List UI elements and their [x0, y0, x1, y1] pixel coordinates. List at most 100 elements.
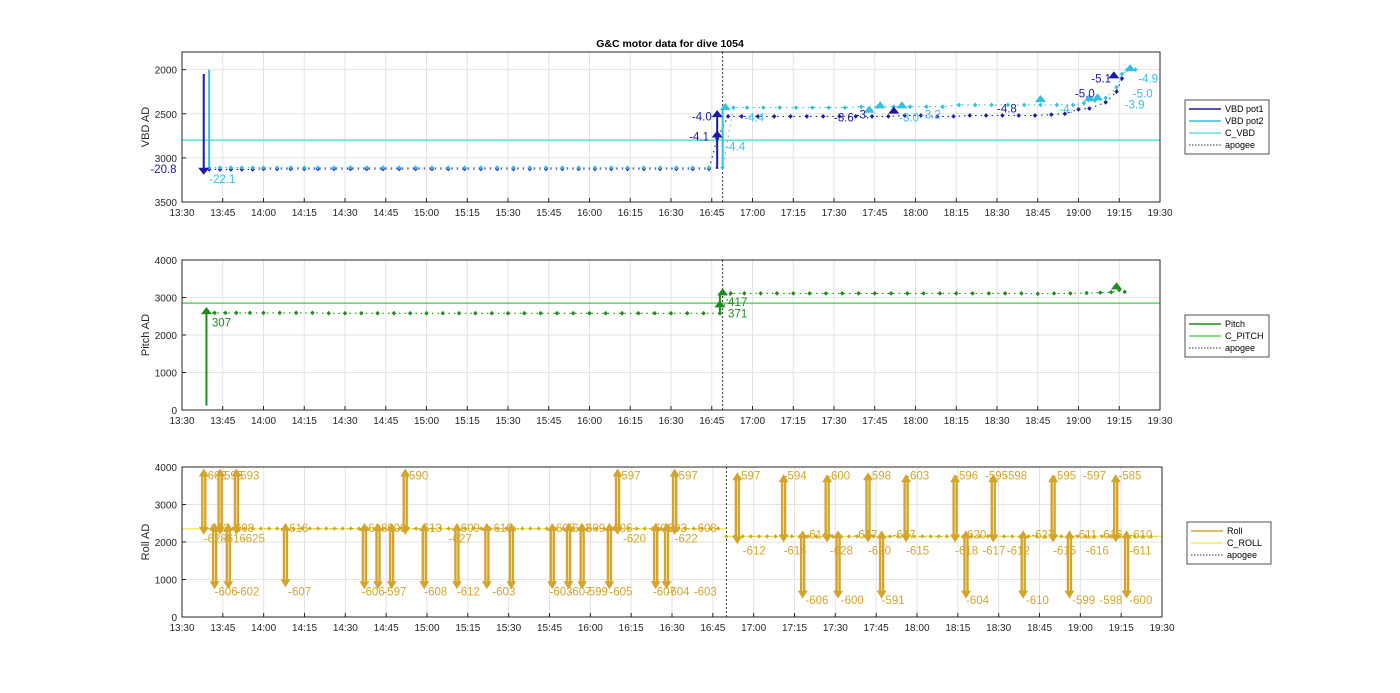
- data-point: [642, 526, 647, 531]
- x-tick-label: 16:45: [699, 208, 724, 219]
- data-point: [887, 534, 892, 539]
- data-marker: [451, 581, 462, 590]
- data-point: [603, 310, 608, 316]
- data-point: [277, 310, 282, 316]
- data-marker: [419, 522, 430, 531]
- data-label: -3.2: [921, 110, 941, 122]
- data-label: -597: [383, 587, 406, 599]
- data-point: [905, 290, 910, 296]
- data-label: -5.1: [1091, 73, 1111, 85]
- data-label: -617: [893, 530, 916, 542]
- data-marker: [359, 522, 370, 531]
- x-tick-label: 19:00: [1068, 623, 1093, 634]
- data-point: [739, 114, 744, 119]
- data-marker: [400, 526, 411, 535]
- data-point: [1035, 291, 1040, 297]
- data-point: [1103, 95, 1108, 101]
- data-point: [858, 104, 864, 110]
- data-label: -606: [215, 587, 238, 599]
- data-point: [773, 534, 778, 539]
- data-point: [267, 526, 272, 531]
- data-label: -603: [492, 587, 515, 599]
- series-line: [209, 69, 1136, 169]
- data-marker: [563, 522, 574, 531]
- data-label: -4.8: [997, 103, 1017, 115]
- data-point: [217, 165, 223, 170]
- data-marker: [612, 468, 623, 477]
- data-point: [967, 113, 973, 118]
- data-point: [1049, 112, 1054, 118]
- data-point: [239, 165, 244, 170]
- data-label: -603: [664, 523, 687, 535]
- y-tick-label: 0: [171, 406, 177, 417]
- data-marker: [863, 105, 875, 113]
- data-point: [554, 310, 560, 316]
- x-tick-label: 17:30: [821, 208, 846, 219]
- axes-box: [181, 259, 1161, 411]
- data-point: [1081, 100, 1087, 106]
- data-marker: [1110, 474, 1121, 483]
- data-point: [839, 290, 845, 296]
- x-tick-label: 17:30: [821, 416, 846, 427]
- data-marker: [950, 534, 961, 543]
- data-marker: [901, 474, 912, 483]
- data-point: [699, 526, 704, 531]
- data-marker: [1048, 534, 1059, 543]
- data-marker: [223, 522, 234, 531]
- x-tick-label: 17:30: [823, 623, 848, 634]
- data-point: [247, 310, 253, 316]
- data-marker: [711, 110, 723, 118]
- y-tick-label: 0: [171, 613, 177, 624]
- data-marker: [563, 581, 574, 590]
- x-tick-label: 19:00: [1066, 416, 1091, 427]
- x-tick-label: 18:45: [1027, 623, 1052, 634]
- data-marker: [359, 581, 370, 590]
- data-label: -597: [675, 470, 698, 482]
- data-label: -596: [955, 470, 978, 482]
- data-marker: [215, 526, 226, 535]
- x-tick-label: 17:45: [864, 623, 889, 634]
- data-point: [356, 526, 361, 531]
- data-marker: [896, 101, 908, 109]
- data-label: -3.0: [899, 113, 919, 125]
- data-marker: [822, 534, 833, 543]
- data-label: -602: [204, 470, 227, 482]
- legend-label: apogee: [1225, 140, 1255, 150]
- data-point: [789, 534, 794, 539]
- data-point: [495, 526, 500, 531]
- data-point: [1032, 113, 1038, 118]
- data-label: -618: [364, 523, 387, 535]
- data-point: [1068, 290, 1073, 296]
- data-point: [462, 165, 467, 170]
- data-marker: [661, 522, 672, 531]
- data-label: -606: [362, 587, 385, 599]
- data-point: [250, 526, 255, 531]
- data-point: [291, 526, 296, 531]
- data-marker: [822, 474, 833, 483]
- x-tick-label: 14:30: [332, 208, 357, 219]
- x-tick-label: 14:30: [333, 623, 358, 634]
- figure-title: G&C motor data for dive 1054: [596, 38, 744, 50]
- data-label: -620: [868, 545, 891, 557]
- data-point: [391, 310, 397, 316]
- data-label: -4.4: [725, 141, 745, 153]
- data-point: [446, 526, 451, 531]
- data-point: [814, 534, 819, 539]
- data-point: [489, 310, 494, 316]
- data-point: [728, 290, 733, 296]
- y-axis-label: VBD AD: [140, 107, 152, 147]
- x-tick-label: 16:45: [699, 416, 724, 427]
- data-point: [261, 165, 266, 170]
- data-point: [473, 310, 478, 316]
- data-point: [593, 526, 598, 531]
- data-point: [359, 310, 364, 316]
- data-point: [324, 526, 329, 531]
- y-tick-label: 4000: [155, 256, 178, 267]
- data-point: [706, 165, 712, 170]
- data-marker: [1111, 282, 1123, 290]
- data-point: [527, 165, 532, 170]
- data-marker: [547, 581, 558, 590]
- x-tick-label: 18:15: [944, 416, 969, 427]
- data-point: [791, 290, 796, 296]
